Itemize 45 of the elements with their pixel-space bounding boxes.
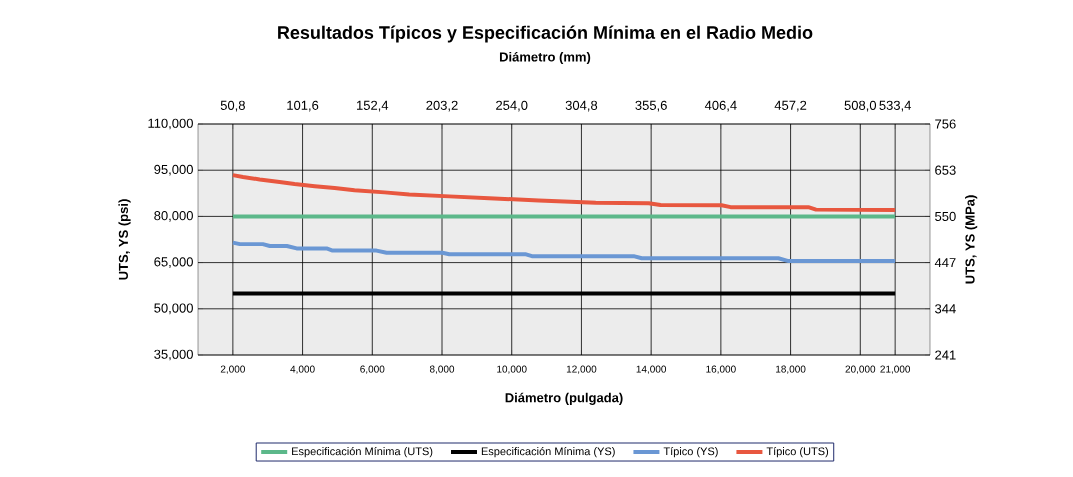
y-tick-label: 35,000	[154, 349, 193, 361]
y2-tick-label: 241	[935, 350, 956, 360]
x2-tick-label: 203,2	[426, 100, 458, 112]
y2-tick-label: 344	[935, 304, 956, 314]
x2-tick-label: 304,8	[565, 100, 598, 112]
x2-tick-label: 508,0	[844, 100, 877, 112]
y-tick-label: 65,000	[154, 257, 193, 268]
line-series	[230, 240, 898, 264]
x2-tick-label: 355,6	[635, 100, 667, 112]
x2-tick-label: 254,0	[496, 100, 528, 112]
legend-label: Típico (YS)	[663, 447, 718, 458]
y-tick-label: 110,000	[148, 118, 193, 130]
x-axis-title: Diámetro (pulgada)	[505, 392, 623, 405]
legend-label: Típico (UTS)	[766, 447, 829, 458]
y-tick-label: 95,000	[154, 164, 193, 176]
legend-label: Especificación Mínima (YS)	[481, 447, 615, 458]
legend-label: Especificación Mínima (UTS)	[292, 447, 433, 458]
x-tick-label: 21,000	[880, 365, 911, 374]
x2-tick-label: 406,4	[704, 100, 737, 112]
x-tick-label: 4,000	[290, 365, 315, 374]
x2-tick-label: 533,4	[879, 100, 912, 112]
line-series	[230, 173, 898, 212]
y2-tick-label: 550	[935, 211, 956, 221]
x2-tick-label: 152,4	[357, 100, 389, 112]
x-tick-label: 10,000	[497, 365, 527, 374]
x-tick-label: 12,000	[566, 365, 597, 374]
y-tick-label: 80,000	[154, 211, 193, 222]
x2-tick-label: 101,6	[287, 100, 319, 112]
x-tick-label: 18,000	[776, 365, 806, 374]
x-tick-label: 20,000	[845, 365, 876, 374]
y-tick-label: 50,000	[154, 303, 193, 315]
x-tick-label: 16,000	[706, 365, 736, 374]
x-tick-label: 2,000	[220, 365, 245, 374]
x2-axis-title: Diámetro (mm)	[499, 51, 591, 65]
y2-axis-title: UTS, YS (MPa)	[965, 195, 978, 284]
y2-tick-label: 447	[934, 258, 956, 268]
x-tick-label: 8,000	[429, 365, 455, 374]
y2-tick-label: 756	[935, 119, 956, 129]
x-tick-label: 6,000	[360, 365, 385, 374]
y2-tick-label: 653	[935, 165, 956, 175]
x-tick-label: 14,000	[636, 365, 667, 374]
x2-tick-label: 50,8	[220, 100, 245, 112]
x2-tick-label: 457,2	[774, 100, 807, 112]
chart-title: Resultados Típicos y Especificación Mínima en el Radio Medio	[278, 25, 813, 43]
y-axis-title: UTS, YS (psi)	[118, 199, 131, 280]
